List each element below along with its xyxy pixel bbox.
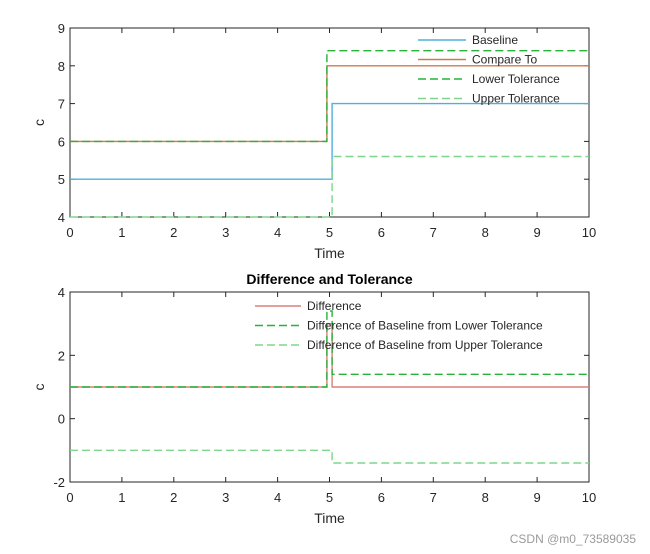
series-line-3 bbox=[70, 449, 589, 464]
x-tick-label: 2 bbox=[170, 490, 177, 505]
y-tick-label: 4 bbox=[58, 210, 65, 225]
x-tick-label: 10 bbox=[582, 225, 596, 240]
chart-title: Difference and Tolerance bbox=[246, 271, 412, 287]
y-tick-label: 0 bbox=[58, 412, 65, 427]
y-tick-label: 8 bbox=[58, 59, 65, 74]
y-axis-label: c bbox=[31, 119, 47, 126]
x-axis-label: Time bbox=[314, 510, 345, 526]
x-tick-label: 9 bbox=[533, 490, 540, 505]
x-tick-label: 1 bbox=[118, 490, 125, 505]
y-tick-label: 4 bbox=[58, 285, 65, 300]
y-tick-label: -2 bbox=[53, 475, 65, 490]
x-tick-label: 5 bbox=[326, 225, 333, 240]
legend-label-4: Upper Tolerance bbox=[472, 92, 560, 106]
x-tick-label: 5 bbox=[326, 490, 333, 505]
x-tick-label: 9 bbox=[533, 225, 540, 240]
y-tick-label: 2 bbox=[58, 348, 65, 363]
y-axis-label: c bbox=[31, 384, 47, 391]
legend-label-2: Compare To bbox=[472, 53, 537, 67]
legend-label-3: Lower Tolerance bbox=[472, 72, 560, 86]
x-tick-label: 7 bbox=[430, 490, 437, 505]
x-tick-label: 6 bbox=[378, 490, 385, 505]
x-tick-label: 8 bbox=[482, 490, 489, 505]
series-line-2 bbox=[70, 310, 589, 388]
x-tick-label: 4 bbox=[274, 225, 281, 240]
watermark: CSDN @m0_73589035 bbox=[509, 532, 636, 546]
x-tick-label: 10 bbox=[582, 490, 596, 505]
series-line-1 bbox=[70, 102, 589, 180]
x-tick-label: 0 bbox=[66, 225, 73, 240]
legend-label-1: Baseline bbox=[472, 33, 518, 47]
legend-label-1: Difference bbox=[307, 299, 362, 313]
top-plot: 0 1 2 3 4 5 6 7 8 9 10 4 5 6 7 8 9 Time c Baseline Compare T… bbox=[31, 21, 596, 261]
x-tick-label: 4 bbox=[274, 490, 281, 505]
x-tick-label: 2 bbox=[170, 225, 177, 240]
x-tick-label: 8 bbox=[482, 225, 489, 240]
y-tick-label: 9 bbox=[58, 21, 65, 36]
x-axis-label: Time bbox=[314, 245, 345, 261]
series-line-1 bbox=[70, 323, 589, 388]
x-tick-label: 7 bbox=[430, 225, 437, 240]
y-tick-label: 6 bbox=[58, 134, 65, 149]
legend: Baseline Compare To Lower Tolerance Upper T… bbox=[418, 33, 560, 106]
plot-area bbox=[69, 27, 590, 218]
x-tick-label: 1 bbox=[118, 225, 125, 240]
series-line-4 bbox=[70, 155, 589, 218]
legend-label-3: Difference of Baseline from Upper Tolera… bbox=[307, 338, 543, 352]
x-tick-label: 0 bbox=[66, 490, 73, 505]
x-tick-label: 3 bbox=[222, 225, 229, 240]
x-tick-label: 3 bbox=[222, 490, 229, 505]
x-tick-label: 6 bbox=[378, 225, 385, 240]
series-line-3 bbox=[70, 50, 589, 143]
y-tick-label: 5 bbox=[58, 172, 65, 187]
legend: Difference Difference of Baseline from Lo… bbox=[255, 299, 543, 352]
legend-label-2: Difference of Baseline from Lower Tolera… bbox=[307, 319, 543, 333]
y-tick-label: 7 bbox=[58, 97, 65, 112]
